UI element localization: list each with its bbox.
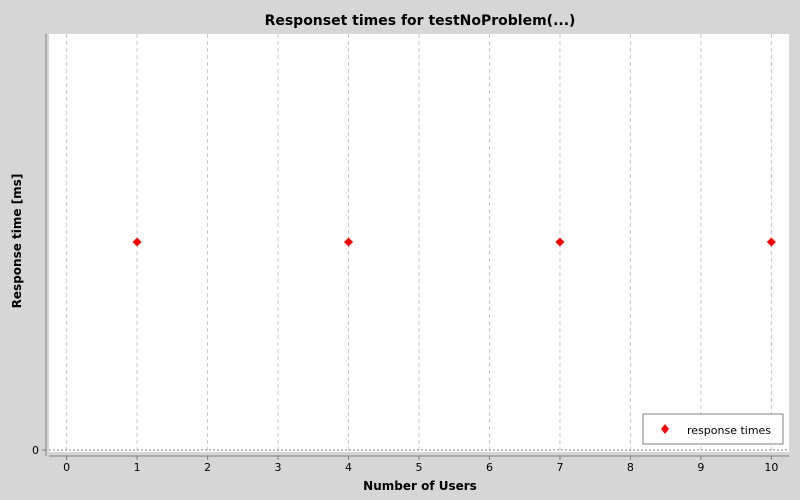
x-axis-label: Number of Users (363, 479, 477, 493)
x-tick-label: 4 (345, 461, 352, 474)
x-tick-label: 1 (134, 461, 141, 474)
x-tick-label: 5 (416, 461, 423, 474)
legend-marker-icon (661, 424, 669, 434)
chart-title: Responset times for testNoProblem(...) (265, 13, 576, 29)
y-axis-ticks: 0 (32, 444, 46, 457)
x-tick-label: 8 (627, 461, 634, 474)
x-tick-label: 10 (764, 461, 778, 474)
x-tick-label: 7 (556, 461, 563, 474)
x-axis-ticks: 0 1 2 3 4 5 6 7 8 9 10 (63, 456, 778, 474)
data-point (766, 237, 776, 247)
legend-label: response times (687, 424, 771, 437)
x-tick-label: 2 (204, 461, 211, 474)
x-tick-label: 6 (486, 461, 493, 474)
plot-area (49, 34, 789, 452)
data-point (555, 237, 565, 247)
data-point (344, 237, 354, 247)
x-tick-label: 0 (63, 461, 70, 474)
data-point (132, 237, 142, 247)
y-tick-label: 0 (32, 444, 39, 457)
data-points (132, 237, 776, 247)
legend: response times (642, 413, 784, 445)
x-tick-label: 3 (275, 461, 282, 474)
y-axis-label: Response time [ms] (10, 174, 24, 309)
x-tick-label: 9 (697, 461, 704, 474)
